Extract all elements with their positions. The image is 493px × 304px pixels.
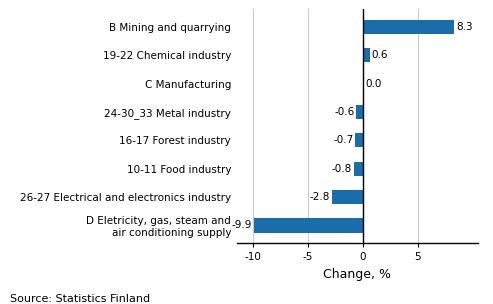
Text: -2.8: -2.8 (310, 192, 330, 202)
Bar (332, 190, 363, 204)
Text: 0.6: 0.6 (372, 50, 388, 60)
Bar (356, 105, 363, 119)
Text: 8.3: 8.3 (456, 22, 473, 32)
Text: -0.6: -0.6 (334, 107, 354, 117)
X-axis label: Change, %: Change, % (323, 268, 391, 281)
Text: -0.7: -0.7 (333, 135, 353, 145)
Text: 0.0: 0.0 (365, 79, 381, 88)
Text: -9.9: -9.9 (232, 220, 252, 230)
Bar (354, 162, 363, 176)
Text: -0.8: -0.8 (332, 164, 352, 174)
Bar (355, 133, 363, 147)
Bar (254, 218, 363, 233)
Bar (363, 20, 454, 34)
Text: Source: Statistics Finland: Source: Statistics Finland (10, 294, 150, 304)
Bar (363, 48, 370, 62)
